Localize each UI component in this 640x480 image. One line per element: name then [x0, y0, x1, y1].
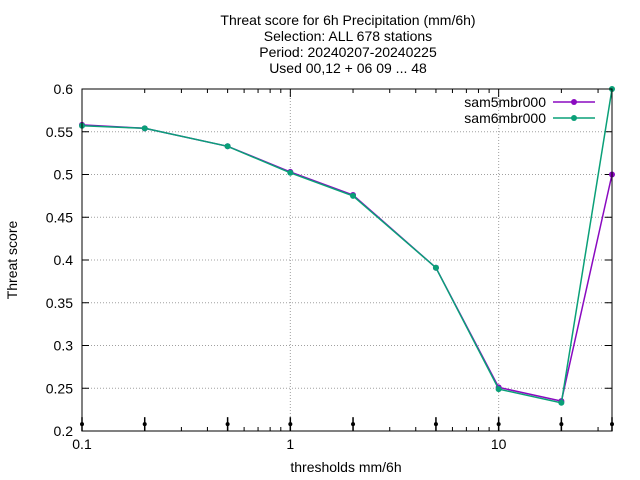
data-point-sam6mbr000 [432, 264, 439, 271]
series-layer [79, 86, 615, 406]
data-point-sam6mbr000 [350, 192, 357, 199]
title-line-3: Period: 20240207-20240225 [259, 44, 437, 60]
legend-marker [571, 99, 577, 105]
y-tick-label: 0.5 [54, 167, 74, 183]
y-tick-label: 0.2 [54, 423, 74, 439]
y-tick-label: 0.55 [46, 124, 73, 140]
data-point-sam6mbr000 [287, 169, 294, 176]
title-line-2: Selection: ALL 678 stations [264, 28, 432, 44]
legend-label: sam5mbr000 [464, 94, 546, 110]
y-axis-label: Threat score [4, 220, 20, 299]
series-line-sam6mbr000 [81, 88, 613, 404]
plot-frame [81, 88, 613, 432]
y-tick-label: 0.4 [54, 252, 74, 268]
y-tick-label: 0.25 [46, 380, 73, 396]
y-tick-label: 0.35 [46, 295, 73, 311]
x-tick-label: 1 [286, 436, 294, 452]
threshold-marker-dot [433, 422, 438, 427]
threshold-marker-dot [496, 422, 501, 427]
legend-label: sam6mbr000 [464, 110, 546, 126]
title-line-1: Threat score for 6h Precipitation (mm/6h… [220, 12, 475, 28]
threshold-marker-dot [225, 422, 230, 427]
threshold-marker-dot [142, 422, 147, 427]
x-axis-label: thresholds mm/6h [290, 459, 401, 475]
threshold-marker-dot [288, 422, 293, 427]
data-point-sam6mbr000 [558, 399, 565, 406]
y-tick-label: 0.3 [54, 338, 74, 354]
tick-labels: 0.2 0.25 0.3 0.35 0.4 0.45 0.5 0.55 0.6 0.1 1 10 [46, 81, 507, 452]
threshold-marker-row [80, 417, 614, 432]
title-line-4: Used 00,12 + 06 09 ... 48 [269, 60, 427, 76]
y-tick-label: 0.45 [46, 209, 73, 225]
data-point-sam6mbr000 [224, 143, 231, 150]
threshold-marker-dot [559, 422, 564, 427]
data-point-sam6mbr000 [141, 125, 148, 132]
series-line-sam5mbr000 [81, 124, 613, 402]
threshold-marker-dot [351, 422, 356, 427]
chart-title: Threat score for 6h Precipitation (mm/6h… [220, 12, 475, 76]
y-tick-label: 0.6 [54, 81, 74, 97]
grid-lines [82, 89, 612, 431]
x-tick-label: 10 [491, 436, 507, 452]
x-tick-label: 0.1 [72, 436, 92, 452]
data-point-sam6mbr000 [495, 386, 502, 393]
legend-marker [571, 115, 577, 121]
